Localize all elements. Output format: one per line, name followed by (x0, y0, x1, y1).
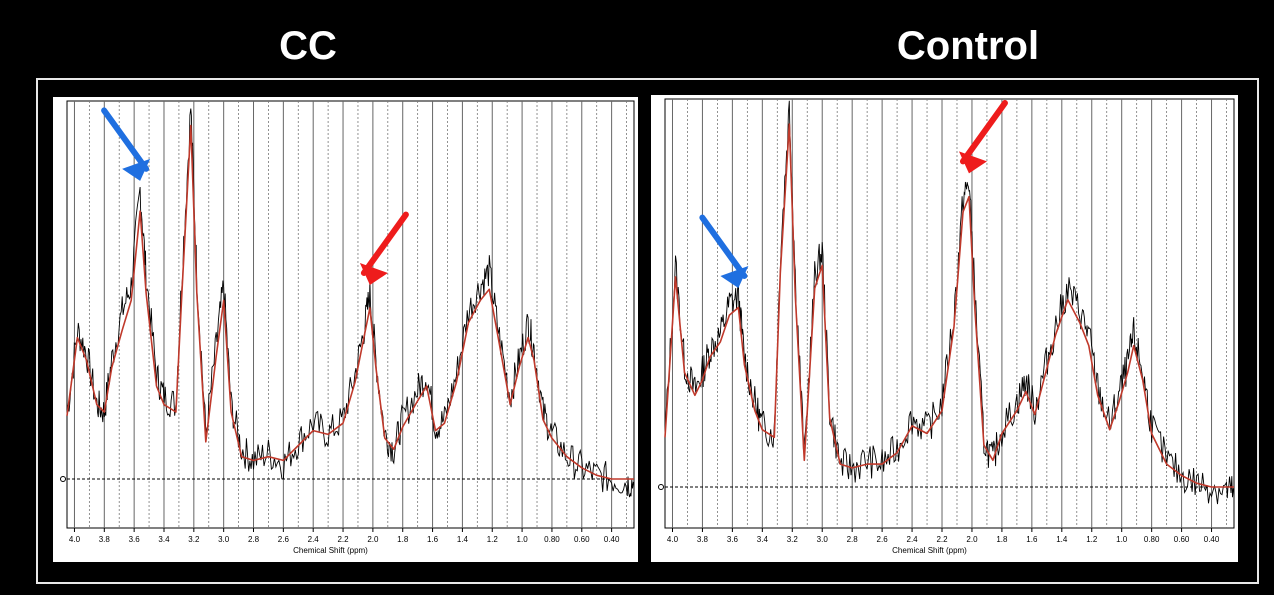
cc-x-tick-label: 1.6 (427, 535, 439, 544)
cc-spectrum-chart: 4.0 3.8 3.6 3.4 3.2 3.0 2.8 2.6 2.4 2.2 2.0 1.8 1.6 1… (60, 100, 635, 555)
control-fit-line (664, 123, 1234, 488)
cc-x-tick-label: 1.8 (397, 535, 409, 544)
control-x-tick-label: 0.80 (1144, 535, 1160, 544)
cc-x-tick-label: 3.8 (99, 535, 111, 544)
cc-x-tick-label: 1.0 (517, 535, 529, 544)
cc-x-axis-label: Chemical Shift (ppm) (293, 546, 368, 555)
control-red-arrow (958, 100, 1008, 174)
cc-red-arrowhead (359, 263, 388, 285)
control-x-tick-label: 2.0 (966, 535, 978, 544)
control-blue-arrow (699, 214, 749, 288)
cc-x-tick-label: 3.4 (158, 535, 170, 544)
cc-red-arrow-shaft (360, 211, 409, 276)
control-x-axis-label: Chemical Shift (ppm) (892, 546, 967, 555)
control-spectrum-panel: 4.0 3.8 3.6 3.4 3.2 3.0 2.8 2.6 2.4 2.2 2.0 1.8 1.6 1… (651, 95, 1238, 562)
control-x-tick-label: 3.2 (787, 535, 799, 544)
control-red-arrow-shaft (959, 100, 1008, 165)
control-x-tick-label: 0.60 (1174, 535, 1190, 544)
control-x-tick-label: 2.6 (877, 535, 889, 544)
cc-x-tick-label: 0.40 (604, 535, 620, 544)
control-x-tick-label: 1.8 (996, 535, 1008, 544)
title-cc: CC (279, 24, 337, 68)
control-x-tick-label: 3.8 (697, 535, 709, 544)
cc-x-tick-label: 0.80 (544, 535, 560, 544)
control-blue-arrow-shaft (699, 214, 748, 279)
cc-x-tick-label: 3.2 (188, 535, 200, 544)
cc-x-tick-label: 2.2 (337, 535, 349, 544)
title-control: Control (896, 24, 1040, 68)
cc-x-axis: 4.0 3.8 3.6 3.4 3.2 3.0 2.8 2.6 2.4 2.2 2.0 1.8 1.6 1… (69, 528, 620, 544)
control-x-tick-label: 4.0 (667, 535, 679, 544)
cc-x-tick-label: 2.6 (278, 535, 290, 544)
control-x-axis: 4.0 3.8 3.6 3.4 3.2 3.0 2.8 2.6 2.4 2.2 2.0 1.8 1.6 1… (667, 528, 1220, 544)
control-x-tick-label: 3.6 (727, 535, 739, 544)
control-x-tick-label: 2.8 (847, 535, 859, 544)
control-x-tick-label: 3.4 (757, 535, 769, 544)
cc-x-tick-label: 3.0 (218, 535, 230, 544)
control-x-tick-label: 3.0 (817, 535, 829, 544)
control-x-tick-label: 0.40 (1204, 535, 1220, 544)
control-spectrum-chart: 4.0 3.8 3.6 3.4 3.2 3.0 2.8 2.6 2.4 2.2 2.0 1.8 1.6 1… (658, 98, 1235, 555)
control-blue-arrowhead (720, 266, 749, 288)
control-x-tick-label: 2.4 (907, 535, 919, 544)
cc-spectrum-line (66, 108, 635, 498)
control-baseline-marker (658, 484, 664, 490)
cc-x-tick-label: 2.8 (248, 535, 260, 544)
control-x-tick-label: 1.6 (1026, 535, 1038, 544)
cc-spectrum-panel: 4.0 3.8 3.6 3.4 3.2 3.0 2.8 2.6 2.4 2.2 2.0 1.8 1.6 1… (53, 97, 638, 562)
cc-x-tick-label: 3.6 (129, 535, 141, 544)
control-plot-area (664, 98, 1235, 529)
cc-plot-area (66, 100, 635, 529)
cc-x-tick-label: 4.0 (69, 535, 81, 544)
control-red-arrowhead (958, 151, 987, 174)
cc-x-tick-label: 1.4 (457, 535, 469, 544)
cc-fit-line (66, 124, 634, 480)
control-x-tick-label: 1.2 (1086, 535, 1098, 544)
cc-x-tick-label: 2.0 (367, 535, 379, 544)
cc-x-tick-label: 2.4 (308, 535, 320, 544)
cc-x-tick-label: 1.2 (487, 535, 499, 544)
control-x-tick-label: 2.2 (936, 535, 948, 544)
figure-frame (36, 78, 1259, 584)
control-x-tick-label: 1.0 (1116, 535, 1128, 544)
cc-blue-arrowhead (122, 158, 151, 181)
cc-x-tick-label: 0.60 (574, 535, 590, 544)
cc-baseline-marker (60, 476, 66, 482)
cc-blue-arrow (101, 107, 151, 181)
cc-blue-arrow-shaft (101, 107, 150, 172)
control-x-tick-label: 1.4 (1056, 535, 1068, 544)
cc-red-arrow (359, 211, 409, 285)
